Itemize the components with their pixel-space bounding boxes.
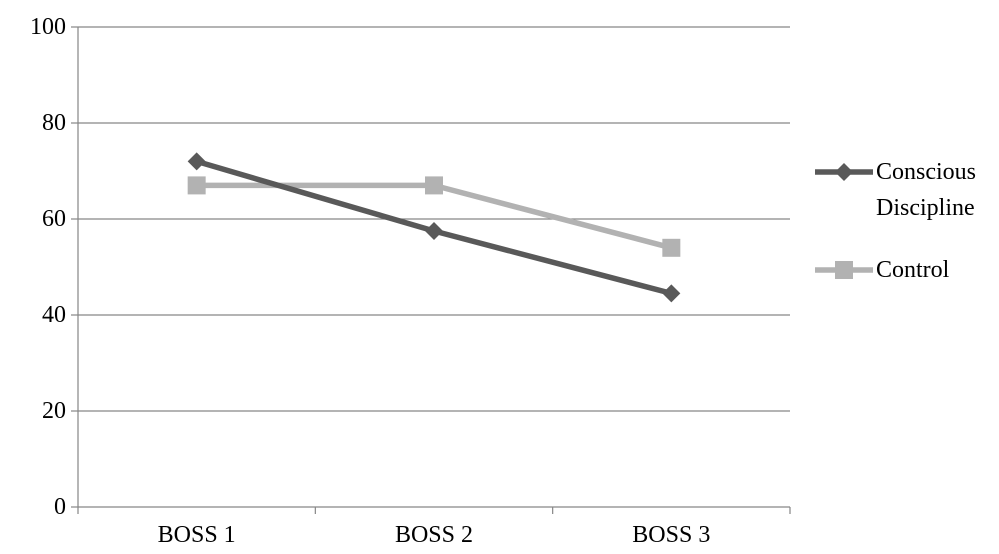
y-tick-label: 0 [54, 494, 66, 520]
series-conscious-discipline [187, 152, 681, 303]
legend-item: Conscious Discipline [815, 159, 976, 221]
legend-item: Control [815, 257, 950, 283]
legend-marker [835, 261, 853, 279]
data-point-marker [187, 152, 206, 171]
axes [71, 26, 791, 514]
y-tick-label: 60 [42, 206, 66, 232]
y-axis-tick-labels: 0 20 40 60 80 100 [30, 14, 66, 520]
x-tick-label: BOSS 1 [158, 522, 236, 548]
legend: Conscious Discipline Control [815, 159, 976, 283]
data-point-marker [187, 176, 206, 195]
data-point-marker [662, 238, 681, 257]
x-tick-label: BOSS 2 [395, 522, 473, 548]
legend-label: Conscious [876, 159, 976, 185]
data-point-marker [662, 284, 681, 303]
series-control [187, 176, 681, 257]
gridlines [78, 26, 790, 412]
legend-label: Control [876, 257, 950, 283]
y-tick-label: 40 [42, 302, 66, 328]
x-axis-tick-labels: BOSS 1 BOSS 2 BOSS 3 [158, 522, 711, 548]
y-tick-label: 80 [42, 110, 66, 136]
x-tick-label: BOSS 3 [632, 522, 710, 548]
legend-marker [835, 163, 853, 181]
series-layer [187, 152, 681, 303]
data-point-marker [425, 222, 443, 240]
legend-label: Discipline [876, 195, 975, 221]
y-tick-label: 100 [30, 14, 66, 40]
data-point-marker [425, 176, 443, 195]
y-tick-label: 20 [42, 398, 66, 424]
